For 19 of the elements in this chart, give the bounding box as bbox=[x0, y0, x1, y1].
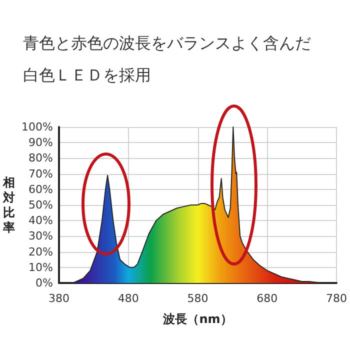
y-axis-title: 相対比率 bbox=[2, 176, 15, 234]
x-tick-label: 780 bbox=[326, 292, 347, 305]
x-axis-title: 波長（nm） bbox=[162, 312, 232, 326]
y-tick-label: 100% bbox=[22, 120, 53, 134]
x-tick-label: 680 bbox=[256, 292, 278, 305]
y-tick-label: 10% bbox=[28, 260, 53, 274]
x-tick-label: 480 bbox=[118, 292, 139, 305]
y-tick-label: 30% bbox=[28, 230, 53, 243]
y-tick-label: 40% bbox=[28, 214, 53, 228]
y-tick-label: 0% bbox=[36, 276, 53, 290]
x-tick-label: 380 bbox=[48, 292, 70, 305]
y-tick-label: 80% bbox=[28, 152, 53, 165]
y-tick-label: 60% bbox=[28, 182, 53, 196]
y-tick-label: 50% bbox=[28, 198, 53, 212]
chart-title: 青色と赤色の波長をバランスよく含んだ白色ＬＥＤを採用 bbox=[23, 34, 311, 84]
x-tick-label: 580 bbox=[187, 292, 208, 305]
y-tick-label: 70% bbox=[28, 167, 53, 180]
y-tick-label: 20% bbox=[28, 245, 53, 258]
y-tick-label: 90% bbox=[28, 136, 53, 150]
